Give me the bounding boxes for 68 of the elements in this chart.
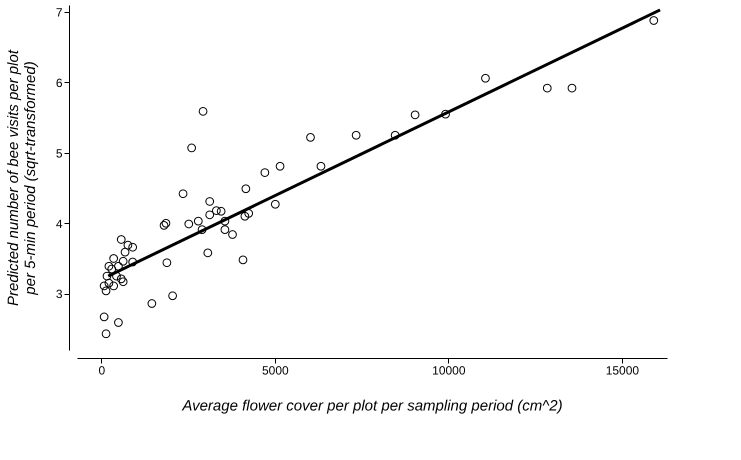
- point: [147, 299, 156, 308]
- point: [124, 240, 132, 250]
- point: [270, 200, 280, 209]
- point: [260, 168, 270, 177]
- y-tick-label: 5: [56, 146, 63, 160]
- y-tick-label: 3: [56, 287, 63, 302]
- point: [316, 162, 326, 171]
- point: [112, 272, 121, 280]
- point: [104, 262, 114, 271]
- point: [390, 130, 400, 140]
- point: [128, 258, 138, 266]
- x-tick-label: 15000: [606, 364, 640, 378]
- point: [241, 184, 250, 194]
- point: [198, 225, 206, 234]
- point: [184, 220, 194, 228]
- point: [228, 230, 237, 239]
- point: [352, 130, 361, 140]
- point: [102, 286, 110, 296]
- point: [306, 133, 315, 142]
- point: [116, 274, 126, 284]
- y-tick-label: 7: [56, 6, 63, 20]
- point: [276, 162, 284, 171]
- x-axis-title: Average flower cover per plot per sampling period (cm^2): [181, 398, 563, 414]
- point: [100, 312, 109, 322]
- y-tick-label: 6: [56, 76, 63, 90]
- point: [240, 212, 250, 221]
- point: [104, 278, 114, 288]
- point: [120, 248, 130, 256]
- point: [187, 144, 196, 152]
- point: [568, 84, 576, 92]
- point: [162, 218, 170, 228]
- point: [220, 225, 230, 234]
- y-tick-label: 4: [56, 216, 63, 231]
- point: [128, 242, 138, 252]
- point: [116, 235, 126, 244]
- point: [114, 318, 123, 327]
- x-tick-label: 0: [98, 364, 106, 378]
- point: [212, 206, 221, 215]
- point: [118, 256, 128, 266]
- point: [194, 216, 203, 226]
- point: [102, 329, 110, 338]
- point: [162, 258, 172, 268]
- point: [198, 106, 208, 116]
- point: [203, 248, 212, 258]
- point: [441, 110, 450, 118]
- point: [109, 254, 118, 263]
- point: [100, 282, 109, 290]
- point: [216, 206, 226, 216]
- point: [160, 221, 168, 230]
- point: [168, 291, 177, 300]
- point: [220, 216, 230, 226]
- point: [542, 84, 552, 92]
- point: [107, 264, 116, 274]
- point: [205, 210, 214, 220]
- x-tick-label: 5000: [262, 364, 289, 378]
- y-axis-title: Predicted number of bee visits per plot per 5-min period (sqrt-transformed): [4, 49, 39, 306]
- point: [118, 277, 128, 286]
- point: [244, 209, 254, 218]
- point: [238, 256, 248, 264]
- point: [109, 282, 118, 290]
- point: [649, 16, 658, 25]
- point: [178, 189, 188, 198]
- point: [481, 74, 490, 83]
- point: [410, 110, 420, 120]
- x-tick-label: 10000: [432, 364, 466, 378]
- point: [114, 262, 123, 271]
- point: [102, 272, 112, 280]
- point: [205, 197, 214, 206]
